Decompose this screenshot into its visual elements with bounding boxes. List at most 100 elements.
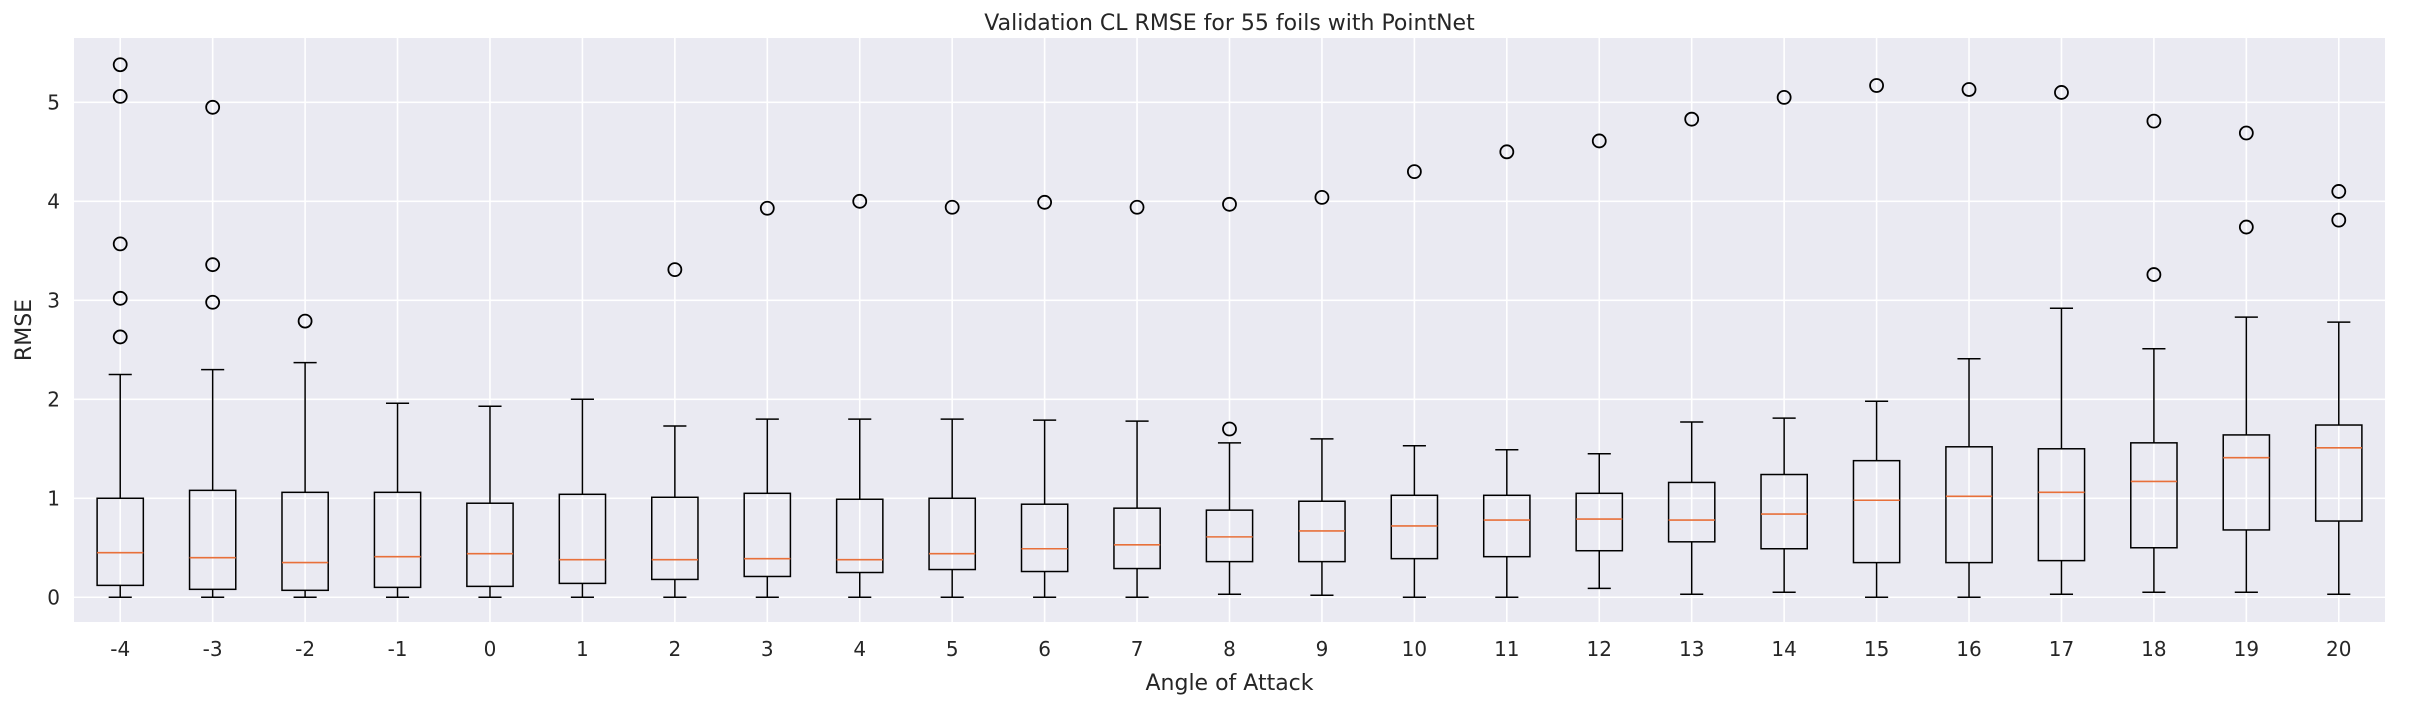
box-2 — [651, 262, 699, 599]
y-tick-label: 2 — [47, 387, 60, 411]
outlier-point — [1684, 111, 1700, 127]
box-9 — [1298, 189, 1346, 597]
outlier-point — [1314, 189, 1330, 205]
box-iqr — [1760, 473, 1809, 550]
box-series — [96, 57, 2363, 599]
box-13 — [1667, 111, 1716, 596]
x-tick-label: -2 — [295, 637, 315, 661]
outlier-point — [1499, 144, 1515, 160]
x-tick-label: 13 — [1679, 637, 1704, 661]
box-iqr — [2222, 434, 2271, 531]
box-17 — [2037, 85, 2086, 596]
outlier-point — [2238, 125, 2254, 141]
outlier-point — [2146, 267, 2162, 282]
outlier-point — [944, 199, 960, 215]
box-0 — [466, 405, 514, 599]
box-12 — [1575, 133, 1624, 590]
outlier-point — [852, 193, 868, 209]
x-tick-label: 2 — [668, 637, 681, 661]
box-iqr — [928, 497, 977, 571]
box-iqr — [466, 502, 514, 588]
outlier-point — [1776, 89, 1792, 105]
x-tick-label: 20 — [2326, 637, 2351, 661]
x-tick-label: 4 — [853, 637, 866, 661]
box-iqr — [2314, 424, 2363, 522]
outlier-point — [1961, 82, 1977, 97]
x-tick-label: 5 — [946, 637, 959, 661]
box-iqr — [1482, 494, 1531, 558]
outlier-point — [1222, 421, 1237, 437]
x-tick-label: 12 — [1587, 637, 1612, 661]
outlier-point — [205, 294, 221, 310]
outlier-point — [112, 329, 128, 345]
outlier-point — [112, 236, 128, 252]
outlier-point — [112, 57, 128, 73]
x-tick-label: 10 — [1402, 637, 1427, 661]
outlier-point — [2238, 219, 2254, 235]
box-iqr — [1852, 459, 1901, 564]
x-tick-label: 8 — [1223, 637, 1236, 661]
box-20 — [2314, 184, 2363, 596]
box-11 — [1482, 144, 1531, 599]
x-tick-label: 0 — [484, 637, 497, 661]
x-tick-label: 3 — [761, 637, 774, 661]
outlier-point — [2146, 113, 2162, 129]
box-5 — [928, 199, 977, 599]
outlier-point — [1591, 133, 1607, 149]
box-iqr — [373, 491, 422, 589]
outlier-point — [297, 313, 313, 329]
outlier-point — [1222, 196, 1237, 212]
x-tick-label: -4 — [110, 637, 130, 661]
box-14 — [1760, 89, 1809, 594]
x-tick-label: 1 — [576, 637, 589, 661]
box-1 — [558, 398, 607, 599]
x-tick-label: 11 — [1494, 637, 1519, 661]
outlier-point — [2331, 212, 2347, 228]
x-tick-label: 18 — [2141, 637, 2166, 661]
outlier-point — [759, 200, 775, 216]
box-iqr — [1575, 492, 1624, 552]
box-15 — [1852, 78, 1901, 599]
box-iqr — [2037, 448, 2086, 562]
box-8 — [1205, 196, 1254, 596]
x-tick-label: 19 — [2234, 637, 2259, 661]
box-iqr — [281, 491, 329, 592]
outlier-point — [667, 262, 683, 278]
box-iqr — [1945, 446, 1993, 564]
outlier-point — [205, 257, 221, 273]
box-10 — [1390, 164, 1439, 599]
x-tick-label: -1 — [388, 637, 408, 661]
x-tick-label: 6 — [1038, 637, 1051, 661]
outlier-point — [2054, 85, 2069, 100]
box-iqr — [1390, 494, 1439, 560]
box-iqr — [96, 497, 145, 587]
box-4 — [835, 193, 884, 599]
outlier-point — [112, 290, 128, 306]
x-tick-label: 17 — [2049, 637, 2074, 661]
box-iqr — [1020, 503, 1069, 573]
y-tick-label: 4 — [47, 189, 60, 213]
chart-title: Validation CL RMSE for 55 foils with Poi… — [984, 11, 1475, 36]
box-iqr — [1205, 509, 1254, 563]
x-tick-label: 15 — [1864, 637, 1889, 661]
box-7 — [1113, 199, 1161, 599]
box-iqr — [1667, 481, 1716, 543]
y-tick-label: 5 — [47, 90, 60, 114]
outlier-point — [205, 99, 221, 115]
box--1 — [373, 402, 422, 599]
box-iqr — [558, 493, 607, 585]
outlier-point — [112, 89, 128, 104]
outlier-point — [2331, 184, 2347, 199]
x-tick-label: 14 — [1771, 637, 1796, 661]
box-iqr — [2130, 442, 2178, 549]
outlier-point — [1406, 164, 1422, 180]
outlier-point — [1037, 194, 1053, 210]
box--3 — [188, 99, 237, 599]
box-iqr — [743, 492, 792, 578]
box-19 — [2222, 125, 2271, 594]
box--4 — [96, 57, 145, 599]
y-tick-label: 3 — [47, 288, 60, 312]
x-tick-label: 16 — [1956, 637, 1981, 661]
outlier-point — [1129, 199, 1145, 215]
box-iqr — [188, 489, 237, 591]
